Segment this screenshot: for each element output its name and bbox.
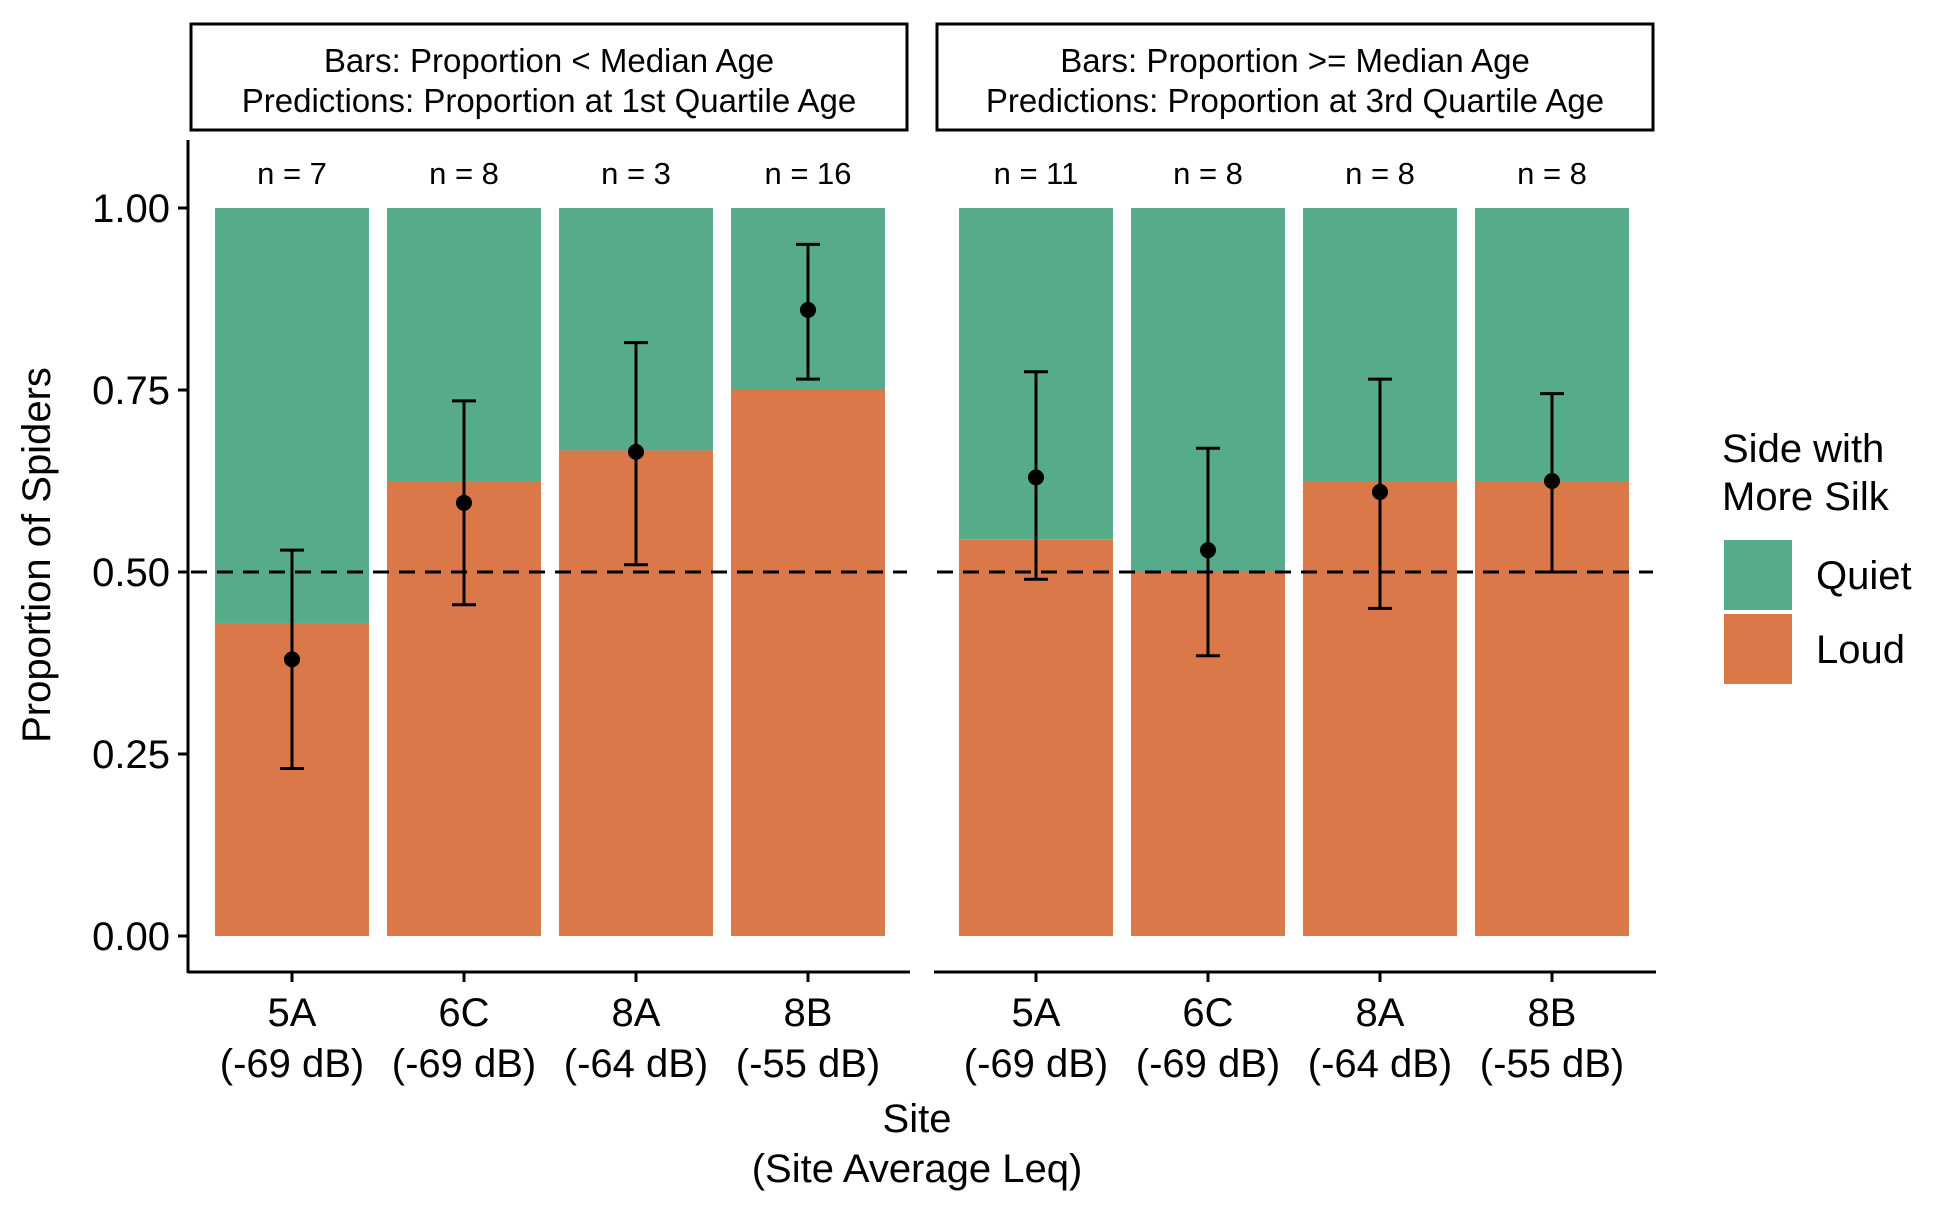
x-tick-label-leq: (-69 dB) — [964, 1042, 1109, 1086]
x-axis-title-line2: (Site Average Leq) — [752, 1147, 1083, 1191]
y-tick-label: 1.00 — [92, 187, 170, 231]
facet-strip-line1: Bars: Proportion >= Median Age — [1060, 42, 1530, 79]
facet-strip-box — [189, 22, 909, 132]
facet-strip-line2: Predictions: Proportion at 1st Quartile … — [242, 82, 857, 119]
prediction-point — [284, 651, 300, 668]
x-tick-label-site: 8A — [612, 991, 661, 1035]
x-tick-label-leq: (-55 dB) — [736, 1042, 881, 1086]
prediction-point — [1028, 469, 1044, 486]
n-label: n = 8 — [1345, 156, 1415, 191]
y-tick-label: 0.00 — [92, 915, 170, 959]
x-tick-label-leq: (-69 dB) — [392, 1042, 537, 1086]
prediction-point — [1372, 483, 1388, 500]
n-label: n = 11 — [994, 156, 1079, 191]
prediction-point — [628, 443, 644, 460]
n-label: n = 16 — [764, 156, 851, 191]
x-tick-label-leq: (-69 dB) — [220, 1042, 365, 1086]
x-tick-label-site: 8B — [784, 991, 833, 1035]
n-label: n = 8 — [1517, 156, 1587, 191]
x-axis-title-line1: Site — [883, 1097, 952, 1141]
y-tick-label: 0.25 — [92, 733, 170, 777]
facet-strip-line1: Bars: Proportion < Median Age — [324, 42, 774, 79]
legend-label-quiet: Quiet — [1816, 554, 1912, 598]
n-label: n = 3 — [601, 156, 671, 191]
bar-loud — [731, 390, 885, 936]
x-tick-label-leq: (-64 dB) — [564, 1042, 709, 1086]
x-tick-label-leq: (-64 dB) — [1308, 1042, 1453, 1086]
n-label: n = 8 — [429, 156, 499, 191]
x-tick-label-site: 6C — [1182, 991, 1233, 1035]
prediction-point — [456, 494, 472, 511]
n-label: n = 7 — [257, 156, 327, 191]
legend-key-quiet — [1724, 540, 1792, 610]
y-axis-title: Proportion of Spiders — [15, 367, 59, 743]
x-tick-label-site: 5A — [268, 991, 317, 1035]
y-tick-label: 0.75 — [92, 369, 170, 413]
facet-strip-line2: Predictions: Proportion at 3rd Quartile … — [986, 82, 1604, 119]
prediction-point — [1200, 542, 1216, 559]
x-tick-label-site: 5A — [1012, 991, 1061, 1035]
y-tick-label: 0.50 — [92, 551, 170, 595]
legend-title-line2: More Silk — [1722, 475, 1890, 519]
x-tick-label-site: 8B — [1528, 991, 1577, 1035]
bar-loud — [959, 539, 1113, 936]
facet-strip-box — [935, 22, 1655, 132]
legend-title-line1: Side with — [1722, 427, 1884, 471]
legend-label-loud: Loud — [1816, 628, 1905, 672]
x-tick-label-leq: (-55 dB) — [1480, 1042, 1625, 1086]
x-tick-label-leq: (-69 dB) — [1136, 1042, 1281, 1086]
n-label: n = 8 — [1173, 156, 1243, 191]
legend-key-loud — [1724, 614, 1792, 684]
legend: Side with More Silk Quiet Loud — [1722, 427, 1912, 684]
prediction-point — [1544, 473, 1560, 489]
x-tick-label-site: 6C — [438, 991, 489, 1035]
x-tick-label-site: 8A — [1356, 991, 1405, 1035]
prediction-point — [800, 301, 816, 318]
